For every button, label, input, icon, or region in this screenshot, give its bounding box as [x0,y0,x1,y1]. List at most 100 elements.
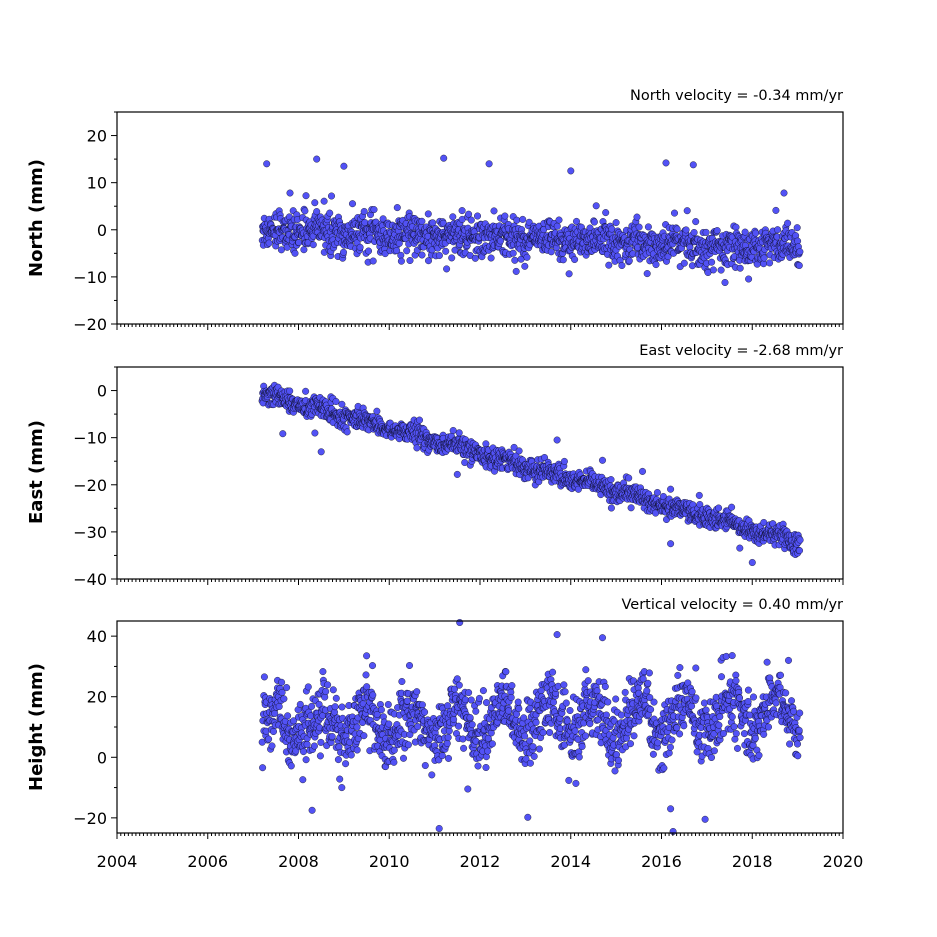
data-point [573,217,580,225]
data-point [566,707,574,714]
north-y-axis-title: North (mm) [26,159,47,277]
data-point [547,248,555,256]
data-point [526,759,534,767]
data-point [607,504,615,512]
data-point [490,207,498,215]
data-point [308,702,316,710]
data-point [772,206,780,214]
outlier-point [363,652,371,660]
data-point [575,753,583,761]
data-point [708,754,715,761]
data-point [665,749,673,757]
data-point [326,209,334,217]
data-point [467,216,475,224]
x-tick-label: 2008 [278,852,319,871]
data-point [385,720,393,728]
y-tick-label: 20 [87,127,107,146]
data-point [692,664,700,672]
data-point [507,694,515,701]
data-point [561,688,569,696]
data-point [369,257,377,265]
data-point [644,679,652,687]
data-point [730,723,738,731]
data-point [329,686,337,694]
data-point [667,485,675,493]
data-point [511,256,519,264]
data-point [744,686,752,694]
data-point [710,747,718,755]
data-point [709,266,717,274]
x-tick-label: 2004 [97,852,138,871]
data-point [265,735,273,743]
outlier-point [553,436,561,444]
data-point [404,741,412,749]
data-point [302,192,310,200]
data-point [342,760,350,768]
data-point [645,669,653,677]
north-panel: North velocity = -0.34 mm/yr North (mm) … [26,88,844,334]
data-point [471,254,479,262]
data-point [448,254,456,262]
data-point [425,257,432,265]
data-point [736,694,743,702]
outlier-point [453,470,461,478]
data-point [745,275,753,283]
data-point [590,218,598,226]
data-point [621,688,629,696]
data-point [713,227,721,235]
data-point [259,764,267,772]
data-point [630,732,638,740]
data-point [760,254,768,262]
data-point [653,489,661,496]
data-point [732,677,740,685]
data-point [731,735,739,743]
data-point [270,728,277,735]
data-point [643,270,651,278]
y-tick-label: 20 [87,688,107,707]
x-tick-label: 2016 [641,852,682,871]
data-point [784,219,792,227]
data-point [744,698,752,705]
data-point [728,713,736,721]
data-point [428,771,436,779]
north-points [258,154,804,286]
data-point [682,226,690,234]
data-point [317,738,325,746]
data-point [311,199,319,207]
data-point [275,703,283,710]
data-point [550,698,557,706]
data-point [277,246,285,254]
data-point [635,223,643,231]
data-point [443,265,451,273]
outlier-point [485,160,493,168]
data-point [627,740,634,748]
data-point [680,259,688,267]
data-point [332,694,340,702]
vertical-velocity-label: Vertical velocity = 0.40 mm/yr [622,597,844,613]
data-point [461,696,469,704]
data-point [300,748,307,756]
data-point [676,664,684,672]
east-y-axis-title: East (mm) [26,420,47,524]
outlier-point [313,155,321,163]
data-point [526,737,534,745]
data-point [322,688,330,695]
data-point [732,223,740,231]
outlier-point [599,456,606,464]
data-point [674,671,682,679]
y-tick-label: −20 [73,809,107,828]
data-point [668,736,676,744]
data-point [795,262,803,269]
data-point [343,428,351,436]
y-tick-label: −40 [73,570,107,589]
data-point [601,683,609,691]
data-point [455,429,463,437]
data-point [793,224,801,232]
outlier-point [748,559,756,566]
data-point [633,213,641,221]
data-point [786,740,794,748]
y-tick-label: 0 [97,748,107,767]
data-point [474,762,482,770]
data-point [501,212,509,220]
